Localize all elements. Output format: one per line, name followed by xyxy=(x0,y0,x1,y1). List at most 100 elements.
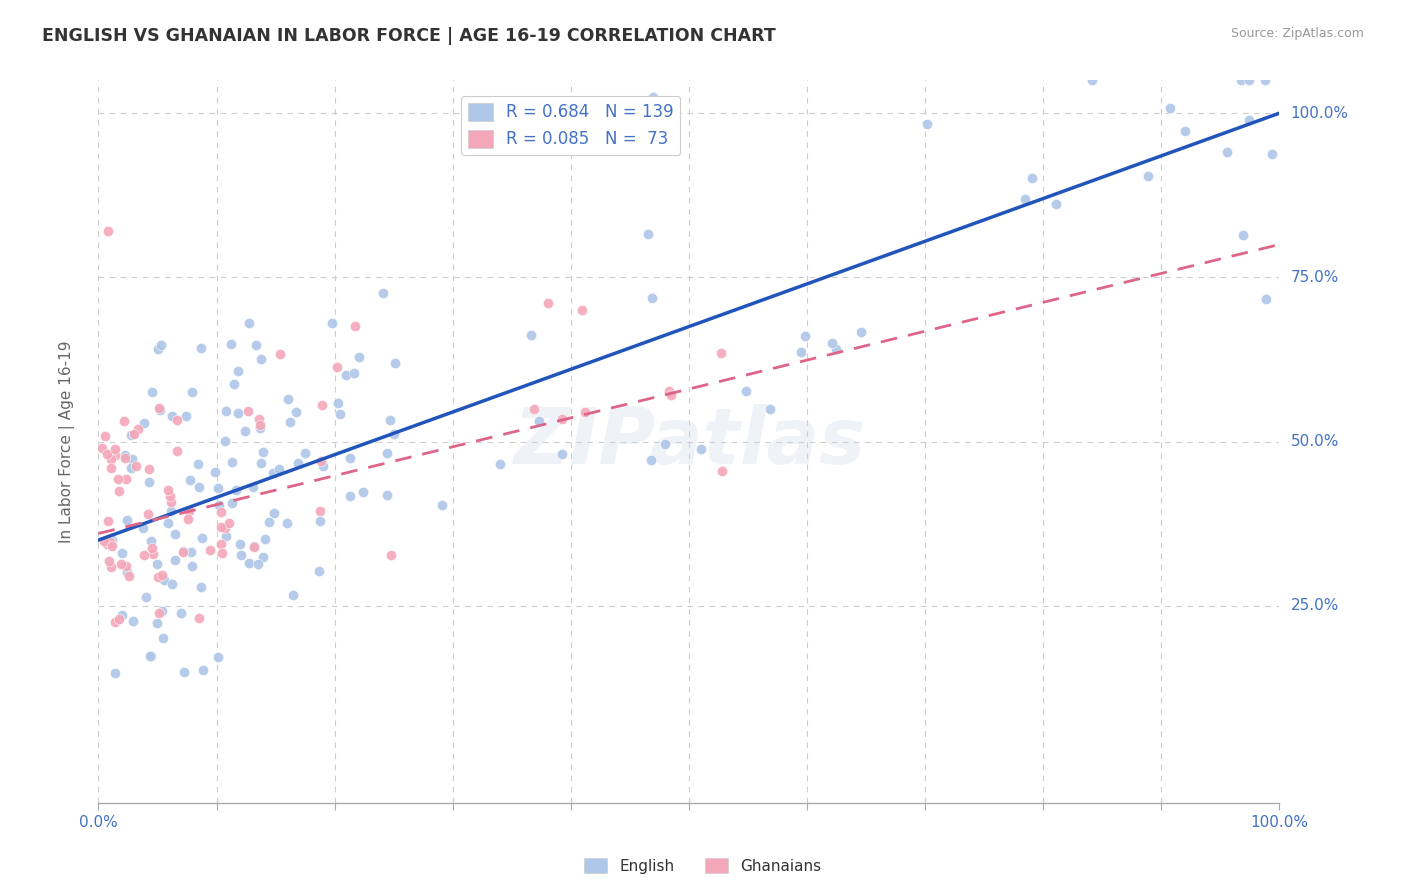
Point xyxy=(278,416,301,430)
Point xyxy=(145,615,167,630)
Point xyxy=(759,402,782,417)
Point xyxy=(654,437,676,451)
Point xyxy=(285,405,308,419)
Point xyxy=(344,318,367,333)
Point xyxy=(139,533,162,548)
Point xyxy=(97,554,120,568)
Point xyxy=(163,527,186,541)
Point xyxy=(160,504,183,518)
Point xyxy=(121,452,143,467)
Point xyxy=(179,473,201,487)
Point xyxy=(187,480,209,494)
Point xyxy=(142,547,165,561)
Point xyxy=(153,573,176,587)
Point xyxy=(96,536,118,550)
Point xyxy=(207,650,229,665)
Point xyxy=(243,539,266,553)
Point xyxy=(267,462,290,476)
Point xyxy=(149,338,172,352)
Point xyxy=(1021,171,1043,186)
Point xyxy=(166,413,188,427)
Point xyxy=(96,447,118,461)
Y-axis label: In Labor Force | Age 16-19: In Labor Force | Age 16-19 xyxy=(59,340,75,543)
Text: ENGLISH VS GHANAIAN IN LABOR FORCE | AGE 16-19 CORRELATION CHART: ENGLISH VS GHANAIAN IN LABOR FORCE | AGE… xyxy=(42,27,776,45)
Text: 100.0%: 100.0% xyxy=(1291,105,1348,120)
Point xyxy=(138,507,160,521)
Point xyxy=(343,366,366,380)
Point xyxy=(139,648,162,663)
Point xyxy=(215,528,238,542)
Legend: English, Ghanaians: English, Ghanaians xyxy=(578,852,828,880)
Point xyxy=(659,388,682,402)
Point xyxy=(146,557,169,571)
Point xyxy=(97,224,120,238)
Point xyxy=(551,412,574,426)
Point xyxy=(329,407,352,421)
Point xyxy=(1254,73,1277,87)
Point xyxy=(208,499,231,513)
Point xyxy=(380,549,402,563)
Point xyxy=(375,446,398,460)
Point xyxy=(641,291,664,305)
Point xyxy=(157,516,180,531)
Point xyxy=(138,475,160,490)
Point xyxy=(100,452,122,467)
Point xyxy=(263,507,285,521)
Point xyxy=(287,456,309,470)
Point xyxy=(177,504,200,518)
Point xyxy=(114,450,136,465)
Point xyxy=(97,514,120,528)
Point xyxy=(571,303,593,318)
Point xyxy=(690,442,713,456)
Point xyxy=(180,384,202,399)
Point xyxy=(166,444,188,458)
Point xyxy=(190,341,212,355)
Text: 50.0%: 50.0% xyxy=(1291,434,1339,449)
Point xyxy=(308,564,330,578)
Point xyxy=(101,540,124,554)
Point xyxy=(115,565,138,579)
Point xyxy=(825,342,848,356)
Point xyxy=(1174,124,1197,138)
Point xyxy=(262,466,284,480)
Point xyxy=(637,227,659,241)
Point xyxy=(246,557,269,571)
Point xyxy=(233,424,256,438)
Point xyxy=(373,285,395,300)
Point xyxy=(132,416,155,430)
Point xyxy=(111,546,134,560)
Point xyxy=(1136,169,1159,183)
Point xyxy=(384,356,406,370)
Point xyxy=(160,495,183,509)
Point xyxy=(122,614,145,628)
Point xyxy=(1045,197,1067,211)
Point xyxy=(224,377,246,392)
Point xyxy=(98,534,121,549)
Point xyxy=(120,428,142,442)
Point xyxy=(250,456,273,470)
Point xyxy=(249,418,271,433)
Point xyxy=(111,607,134,622)
Point xyxy=(527,414,550,428)
Point xyxy=(851,325,873,339)
Point xyxy=(215,403,238,417)
Point xyxy=(160,577,183,591)
Point xyxy=(378,413,401,427)
Point xyxy=(112,414,135,428)
Point xyxy=(104,449,127,463)
Point xyxy=(121,461,143,475)
Point xyxy=(229,537,252,551)
Point xyxy=(108,484,131,499)
Point xyxy=(108,612,131,626)
Point xyxy=(1232,228,1254,243)
Point xyxy=(150,568,173,582)
Point xyxy=(152,631,174,645)
Point xyxy=(574,405,596,419)
Point xyxy=(226,364,249,378)
Text: 75.0%: 75.0% xyxy=(1291,270,1339,285)
Point xyxy=(247,412,270,426)
Point xyxy=(148,401,170,415)
Point xyxy=(180,545,202,559)
Point xyxy=(101,533,124,547)
Legend: R = 0.684   N = 139, R = 0.085   N =  73: R = 0.684 N = 139, R = 0.085 N = 73 xyxy=(461,95,681,155)
